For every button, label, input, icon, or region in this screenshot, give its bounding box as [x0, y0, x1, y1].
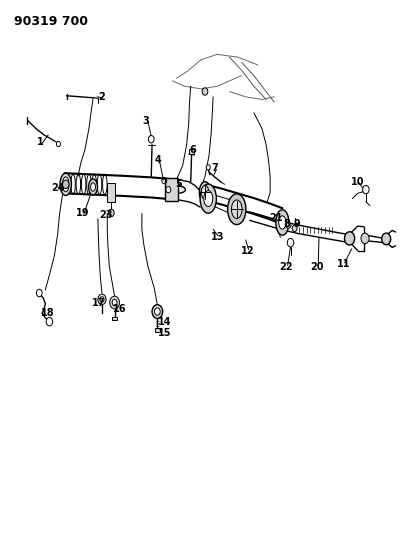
Ellipse shape: [227, 194, 245, 224]
Circle shape: [292, 225, 296, 231]
Text: 9: 9: [292, 219, 299, 229]
Bar: [189, 149, 193, 154]
Text: 6: 6: [189, 145, 196, 155]
Text: 19: 19: [76, 208, 89, 219]
Bar: [112, 317, 117, 320]
Circle shape: [98, 294, 106, 305]
Ellipse shape: [381, 233, 390, 245]
Text: 4: 4: [155, 156, 161, 165]
Text: 17: 17: [92, 297, 106, 308]
Text: 8: 8: [282, 219, 289, 229]
Text: 11: 11: [336, 259, 349, 269]
Circle shape: [110, 296, 119, 309]
Circle shape: [285, 222, 290, 228]
Text: 2: 2: [97, 92, 104, 102]
Text: 7: 7: [211, 164, 218, 173]
Text: 3: 3: [142, 116, 149, 126]
Bar: [154, 328, 160, 332]
Ellipse shape: [166, 187, 171, 193]
Circle shape: [287, 238, 293, 247]
Text: 12: 12: [240, 246, 254, 256]
Ellipse shape: [88, 179, 97, 195]
Bar: [107, 183, 115, 201]
Bar: [165, 179, 177, 201]
Text: 14: 14: [157, 317, 171, 327]
Text: 15: 15: [157, 328, 171, 338]
Circle shape: [56, 141, 60, 147]
Circle shape: [112, 300, 117, 306]
Ellipse shape: [275, 210, 288, 235]
Ellipse shape: [199, 182, 210, 203]
Text: 21: 21: [269, 213, 282, 223]
Text: 5: 5: [175, 179, 182, 189]
Ellipse shape: [60, 173, 71, 196]
Text: 18: 18: [41, 308, 55, 318]
Circle shape: [46, 317, 53, 326]
Ellipse shape: [344, 232, 354, 245]
Ellipse shape: [90, 183, 95, 191]
Ellipse shape: [169, 186, 185, 193]
Text: 13: 13: [210, 232, 223, 243]
Circle shape: [100, 297, 104, 302]
Text: 1: 1: [37, 137, 43, 147]
Text: 10: 10: [350, 176, 364, 187]
Circle shape: [62, 180, 69, 189]
Ellipse shape: [203, 191, 212, 207]
Text: 23: 23: [99, 210, 113, 220]
Circle shape: [148, 135, 154, 143]
Ellipse shape: [201, 185, 208, 199]
Circle shape: [206, 165, 210, 170]
Text: 16: 16: [112, 304, 126, 314]
Circle shape: [360, 233, 368, 244]
Text: 24: 24: [51, 183, 64, 193]
Text: 90319 700: 90319 700: [13, 14, 88, 28]
Ellipse shape: [278, 216, 285, 229]
Circle shape: [36, 289, 42, 297]
Ellipse shape: [231, 200, 241, 219]
Circle shape: [202, 88, 207, 95]
Text: 20: 20: [310, 262, 323, 271]
Circle shape: [154, 308, 160, 316]
Circle shape: [362, 185, 368, 194]
Text: 22: 22: [279, 262, 292, 271]
Ellipse shape: [62, 177, 69, 192]
Circle shape: [108, 209, 114, 216]
Ellipse shape: [200, 184, 216, 213]
Circle shape: [152, 305, 162, 318]
